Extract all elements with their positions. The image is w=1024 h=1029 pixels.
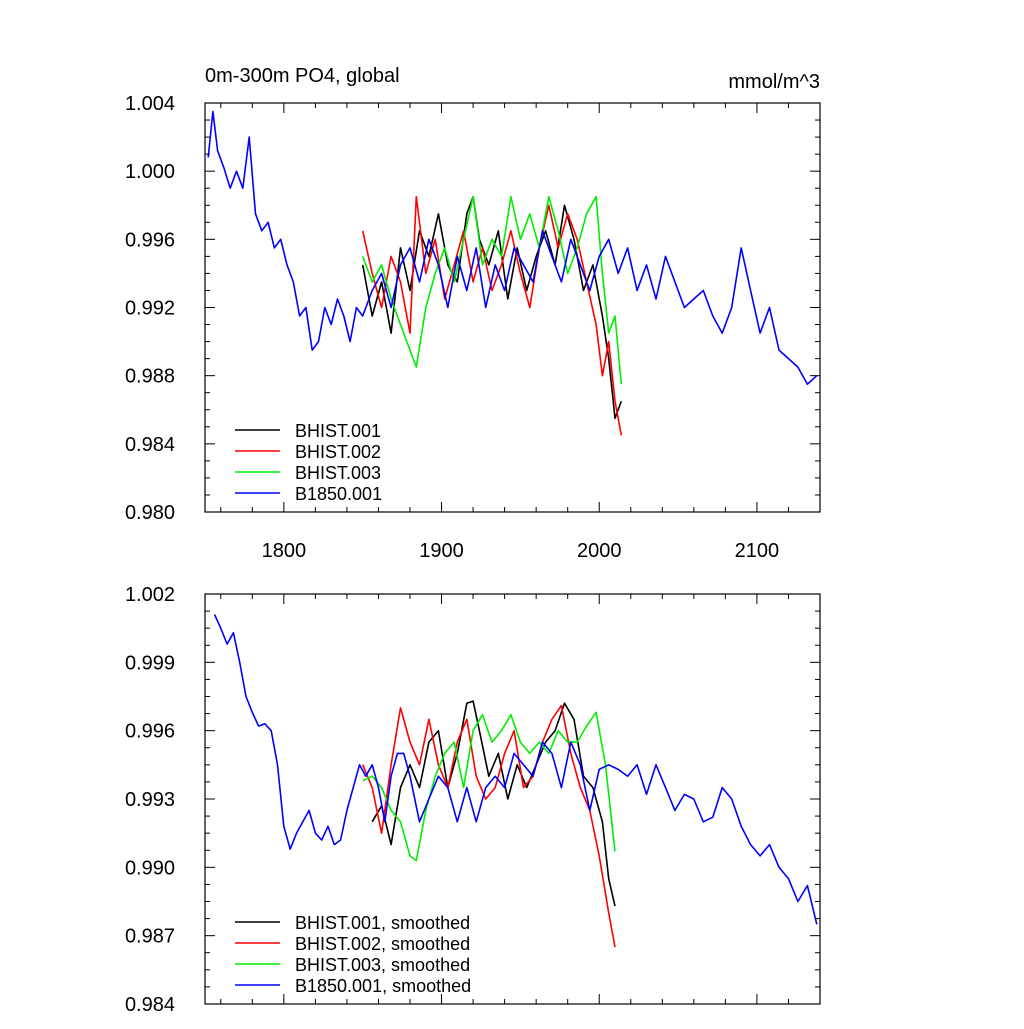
legend-label: BHIST.002, smoothed: [295, 934, 470, 954]
y-tick-label: 0.999: [125, 652, 175, 674]
y-tick-label: 0.992: [125, 298, 175, 320]
panel-1: 0.980 0.984 0.988 0.992 0.996 1.000 1.004 1800 1…: [125, 65, 821, 562]
y-tick-label: 1.000: [125, 161, 175, 183]
x-tick-label: 2000: [577, 540, 622, 562]
legend-label: BHIST.002: [295, 442, 381, 462]
units-label: mmol/m^3: [728, 71, 820, 93]
legend-label: BHIST.001: [295, 421, 381, 441]
legend-label: B1850.001, smoothed: [295, 976, 471, 996]
series-line-bhist-002-smoothed: [361, 704, 616, 948]
y-tick-label: 1.004: [125, 93, 175, 115]
series-line-b1850-001-smoothed: [213, 614, 818, 925]
y-tick-label: 0.996: [125, 721, 175, 743]
legend-label: BHIST.001, smoothed: [295, 913, 470, 933]
y-tick-label: 0.980: [125, 502, 175, 524]
series-group: [213, 614, 818, 948]
y-tick-label: 0.984: [125, 994, 175, 1016]
legend-label: BHIST.003, smoothed: [295, 955, 470, 975]
chart-title: 0m-300m PO4, global: [205, 65, 400, 87]
panel-2: 0.984 0.987 0.990 0.993 0.996 0.999 1.002 BHIST…: [125, 584, 821, 1016]
x-tick-label: 1900: [419, 540, 464, 562]
y-tick-label: 0.988: [125, 366, 175, 388]
y-tick-label: 0.996: [125, 229, 175, 251]
series-line-bhist-002: [361, 195, 623, 436]
legend-label: B1850.001: [295, 484, 382, 504]
y-tick-label: 0.984: [125, 434, 175, 456]
y-tick-label: 0.987: [125, 926, 175, 948]
series-line-b1850-001: [207, 110, 818, 386]
y-tick-label: 0.990: [125, 857, 175, 879]
y-tick-label: 0.993: [125, 789, 175, 811]
series-line-bhist-003-smoothed: [362, 711, 616, 862]
series-group: [207, 110, 818, 436]
series-line-bhist-001-smoothed: [371, 700, 616, 907]
x-tick-label: 2100: [735, 540, 780, 562]
series-line-bhist-003: [361, 195, 623, 385]
legend-label: BHIST.003: [295, 463, 381, 483]
y-tick-label: 1.002: [125, 584, 175, 606]
series-line-bhist-001: [361, 195, 623, 420]
x-tick-label: 1800: [262, 540, 307, 562]
